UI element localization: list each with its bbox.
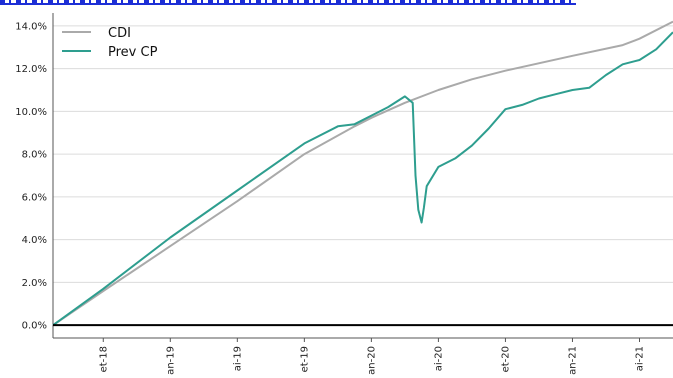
grid-lines	[53, 25, 673, 283]
x-tick-label: an-21	[567, 346, 578, 375]
y-tick-label: 4.0%	[22, 235, 47, 246]
y-tick-label: 8.0%	[22, 150, 47, 161]
series-line-cdi	[52, 20, 673, 327]
series-line-prev-cp	[52, 31, 673, 327]
y-tick-labels: 0.0% 2.0% 4.0% 6.0% 8.0% 10.0% 12.0% 14.0%	[15, 21, 47, 331]
y-tick-label: 6.0%	[22, 192, 47, 203]
top-link-strip	[0, 0, 576, 6]
y-tick-label: 10.0%	[15, 107, 47, 118]
x-tick-label: ai-21	[634, 346, 645, 371]
y-tick-label: 14.0%	[15, 21, 47, 32]
x-tick-label: an-19	[165, 346, 176, 375]
x-tick-label: ai-19	[232, 346, 243, 371]
y-tick-label: 2.0%	[22, 278, 47, 289]
x-tick-label: ai-20	[433, 346, 444, 371]
x-tick-label: et-19	[299, 346, 310, 372]
series-lines	[52, 20, 673, 327]
y-tick-label: 0.0%	[22, 321, 47, 332]
legend-label-prev-cp: Prev CP	[108, 45, 158, 60]
x-tick-label: et-18	[98, 346, 109, 372]
x-tick-labels: et-18 an-19 ai-19 et-19 an-20 ai-20 et-20 an-21…	[98, 346, 645, 375]
y-tick-label: 12.0%	[15, 64, 47, 75]
legend: CDI Prev CP	[62, 26, 158, 60]
x-tick-label: an-20	[366, 346, 377, 375]
x-tick-label: et-20	[500, 346, 511, 372]
axes	[52, 13, 673, 342]
legend-label-cdi: CDI	[108, 26, 131, 41]
